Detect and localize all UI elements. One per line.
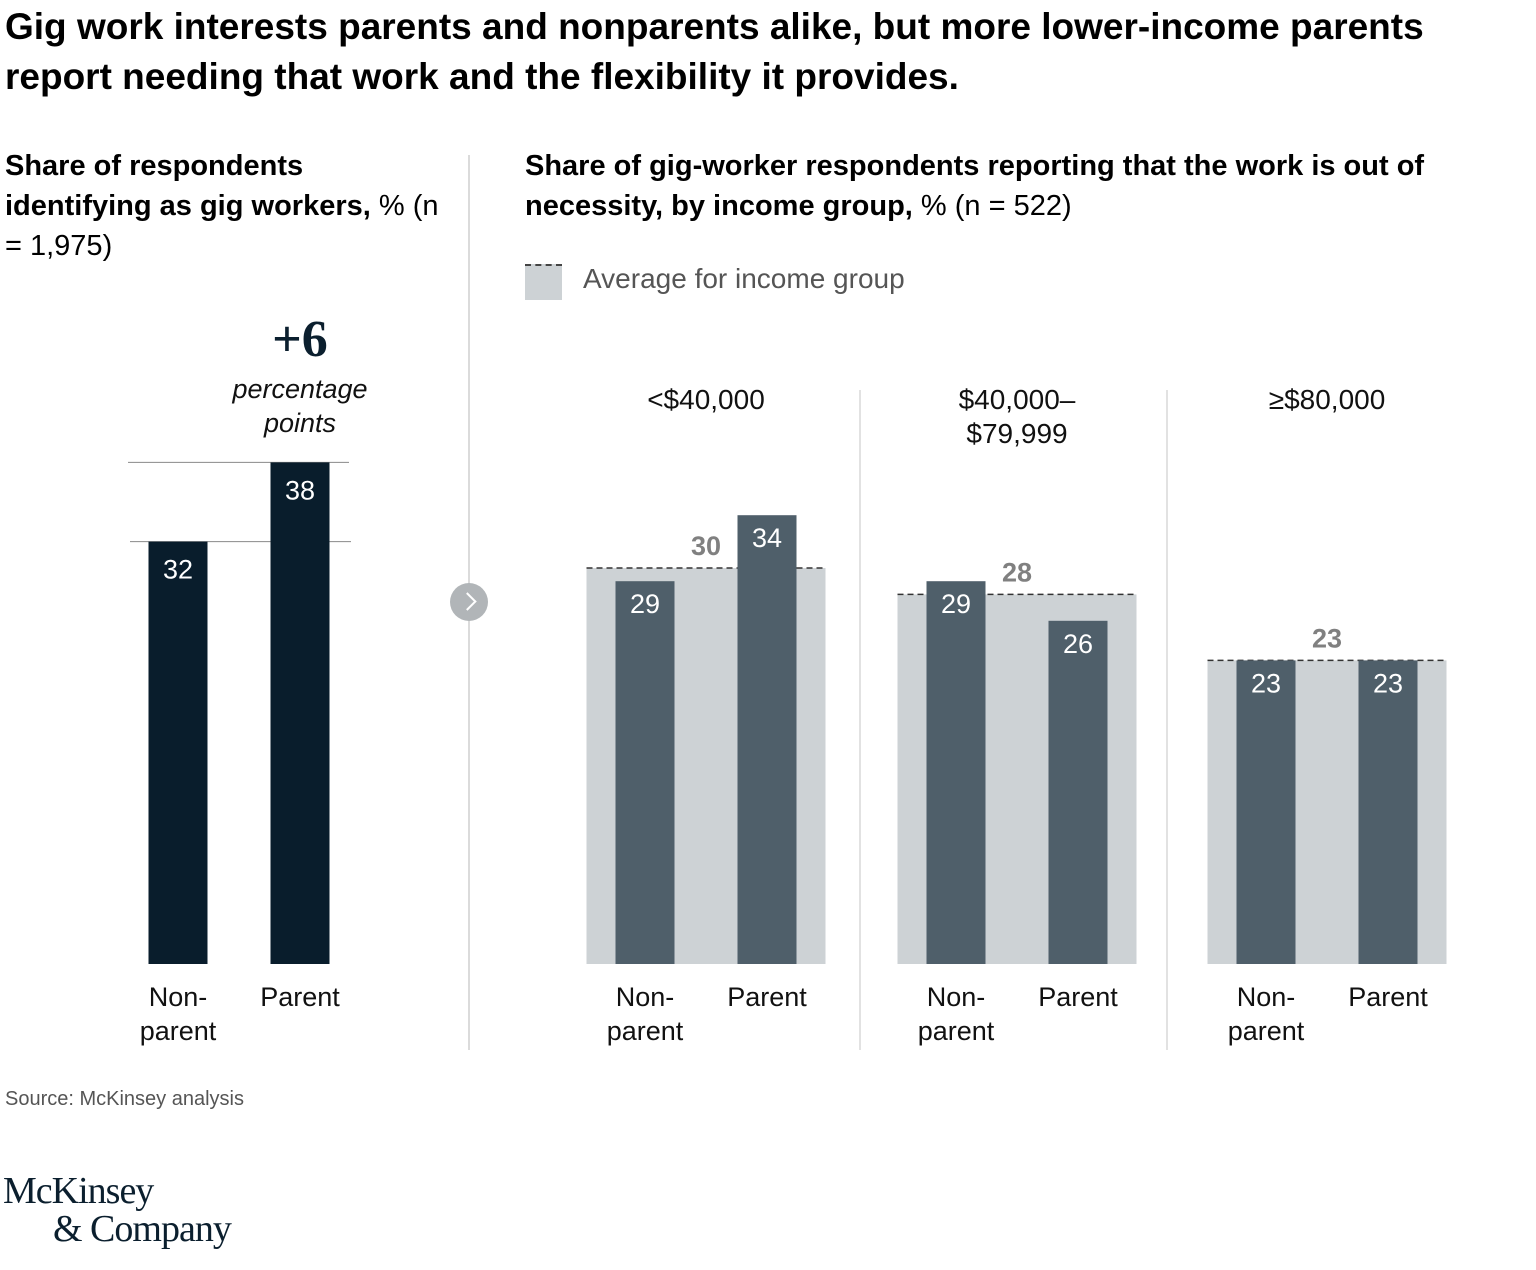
- bar-value-label: 38: [285, 475, 315, 505]
- right-heading-text: Share of gig-worker respondents reportin…: [525, 150, 1425, 222]
- delta-value: +6: [272, 311, 328, 368]
- bar-parent: [1048, 620, 1108, 964]
- left-heading-unit: % (n = 1,975): [5, 190, 439, 262]
- income-group-label-line-1: $40,000–: [959, 384, 1076, 415]
- bar-parent: [1358, 660, 1418, 964]
- category-label-line-2: parent: [918, 1016, 995, 1046]
- source-note: Source: McKinsey analysis: [5, 1088, 244, 1110]
- legend-average-swatch: [525, 264, 562, 300]
- bar-value-label: 29: [941, 589, 971, 619]
- right-panel-heading: Share of gig-worker respondents reportin…: [525, 146, 1425, 226]
- bar-value-label: 23: [1251, 668, 1281, 698]
- bar-nonparent: [926, 581, 986, 964]
- chart-canvas: 32 Non-parent 38 Parent +6 percentage points 30…: [128, 155, 1447, 1050]
- category-label-line-1: Parent: [260, 982, 340, 1012]
- category-label-line-2: parent: [607, 1016, 684, 1046]
- category-label-line-1: Parent: [1038, 982, 1118, 1012]
- income-group-label-line-2: $79,999: [966, 418, 1067, 449]
- income-group-label-line-1: <$40,000: [647, 384, 765, 415]
- category-label-line-1: Non-: [927, 982, 986, 1012]
- legend-average-label: Average for income group: [583, 263, 905, 294]
- chart-title: Gig work interests parents and nonparent…: [5, 6, 1424, 97]
- bar-nonparent: [148, 541, 208, 964]
- bar-value-label: 34: [752, 523, 782, 553]
- average-value-label: 23: [1312, 623, 1342, 653]
- chevron-right-icon[interactable]: [450, 583, 488, 621]
- bar-value-label: 23: [1373, 668, 1403, 698]
- bar-value-label: 29: [630, 589, 660, 619]
- category-label-line-2: parent: [1228, 1016, 1305, 1046]
- bar-value-label: 26: [1063, 629, 1093, 659]
- category-label-line-2: parent: [140, 1016, 217, 1046]
- category-label-line-1: Non-: [616, 982, 675, 1012]
- category-label-line-1: Non-: [149, 982, 208, 1012]
- bar-parent: [270, 462, 330, 964]
- logo-line-2: & Company: [53, 1208, 232, 1250]
- left-heading-text: Share of respondents identifying as gig …: [5, 150, 371, 222]
- left-panel-heading: Share of respondents identifying as gig …: [5, 146, 445, 266]
- income-group-label-line-1: ≥$80,000: [1269, 384, 1386, 415]
- category-label-line-1: Non-: [1237, 982, 1296, 1012]
- bar-parent: [737, 515, 797, 964]
- average-value-label: 28: [1002, 557, 1032, 587]
- bar-value-label: 32: [163, 555, 193, 585]
- average-value-label: 30: [691, 531, 721, 561]
- delta-label-line-1: percentage: [231, 374, 367, 404]
- bar-nonparent: [615, 581, 675, 964]
- bar-nonparent: [1236, 660, 1296, 964]
- category-label-line-1: Parent: [1348, 982, 1428, 1012]
- mckinsey-logo: McKinsey & Company: [3, 1170, 232, 1250]
- right-heading-unit: % (n = 522): [920, 190, 1072, 222]
- logo-line-1: McKinsey: [3, 1170, 154, 1212]
- category-label-line-1: Parent: [727, 982, 807, 1012]
- delta-label-line-2: points: [263, 408, 336, 438]
